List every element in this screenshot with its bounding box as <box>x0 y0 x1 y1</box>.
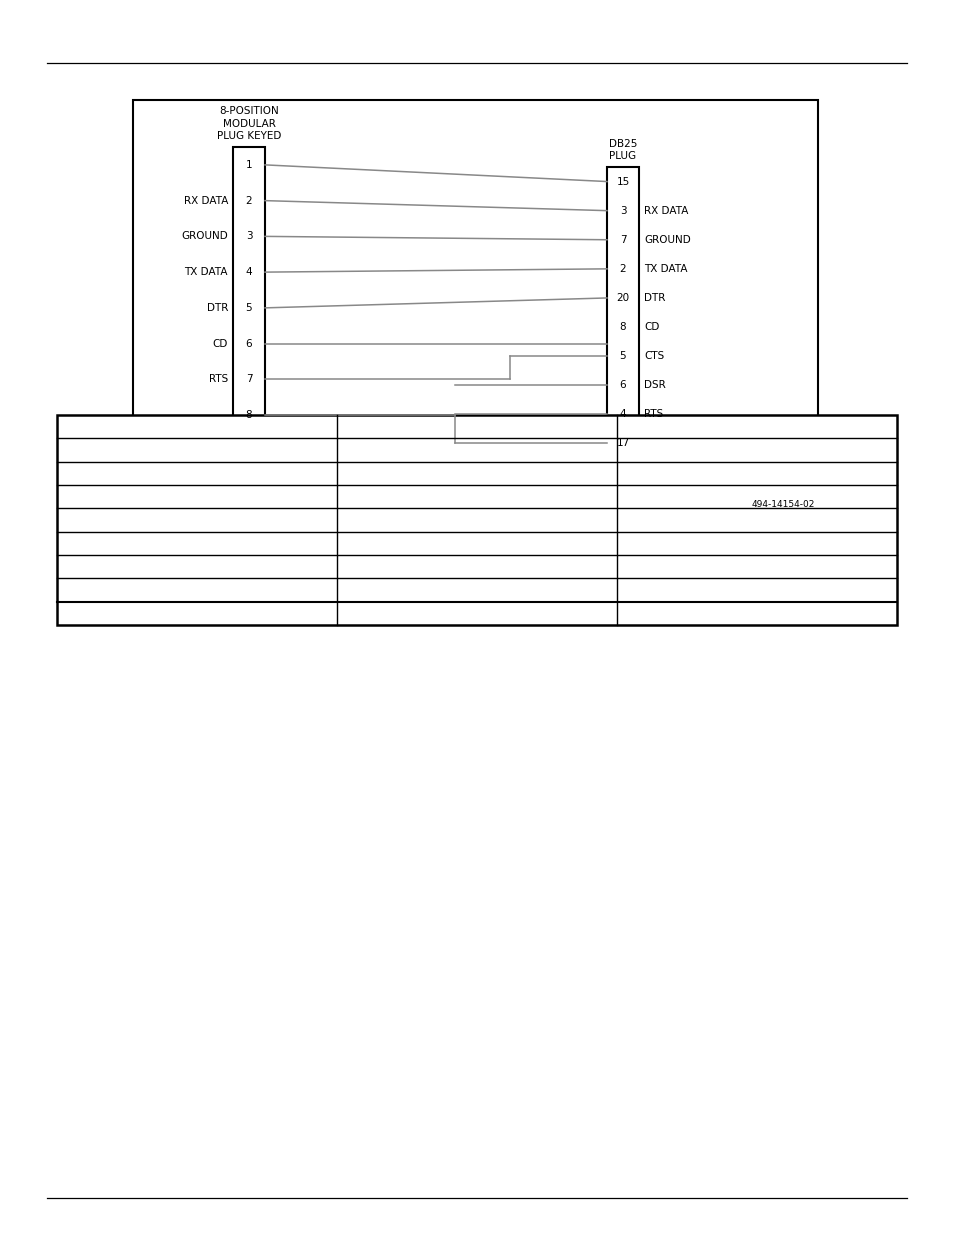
Text: RX DATA: RX DATA <box>643 206 688 216</box>
Text: 5: 5 <box>246 303 252 312</box>
Text: DTR: DTR <box>643 293 664 303</box>
Text: 8: 8 <box>619 322 626 332</box>
Text: 3: 3 <box>619 206 626 216</box>
Text: 17: 17 <box>616 438 629 448</box>
Text: 6: 6 <box>619 380 626 390</box>
Text: 1: 1 <box>246 159 252 170</box>
Bar <box>132 100 817 483</box>
Text: RTS: RTS <box>643 409 662 420</box>
Text: 5: 5 <box>619 351 626 361</box>
Text: DB25
PLUG: DB25 PLUG <box>608 138 637 161</box>
Text: DTR: DTR <box>207 303 228 312</box>
Text: 2: 2 <box>619 264 626 274</box>
Text: TX DATA: TX DATA <box>184 267 228 277</box>
Text: 4: 4 <box>619 409 626 420</box>
Text: GROUND: GROUND <box>643 235 690 245</box>
Text: 2: 2 <box>246 195 252 205</box>
Text: RTS: RTS <box>209 374 228 384</box>
Text: TX DATA: TX DATA <box>643 264 687 274</box>
Text: GROUND: GROUND <box>181 231 228 241</box>
Text: 8: 8 <box>246 410 252 420</box>
Text: 6: 6 <box>246 338 252 348</box>
Text: 8-POSITION
MODULAR
PLUG KEYED: 8-POSITION MODULAR PLUG KEYED <box>216 106 281 141</box>
Text: 494-14154-02: 494-14154-02 <box>751 500 814 509</box>
Text: CD: CD <box>213 338 228 348</box>
Bar <box>606 167 639 458</box>
Text: 15: 15 <box>616 177 629 186</box>
Text: CD: CD <box>643 322 659 332</box>
Text: 7: 7 <box>246 374 252 384</box>
Text: CTS: CTS <box>643 351 663 361</box>
Text: 3: 3 <box>246 231 252 241</box>
Text: DSR: DSR <box>643 380 665 390</box>
Text: RX DATA: RX DATA <box>183 195 228 205</box>
Bar <box>57 415 896 625</box>
Text: 7: 7 <box>619 235 626 245</box>
Bar <box>233 147 265 433</box>
Text: 4: 4 <box>246 267 252 277</box>
Text: 20: 20 <box>616 293 629 303</box>
